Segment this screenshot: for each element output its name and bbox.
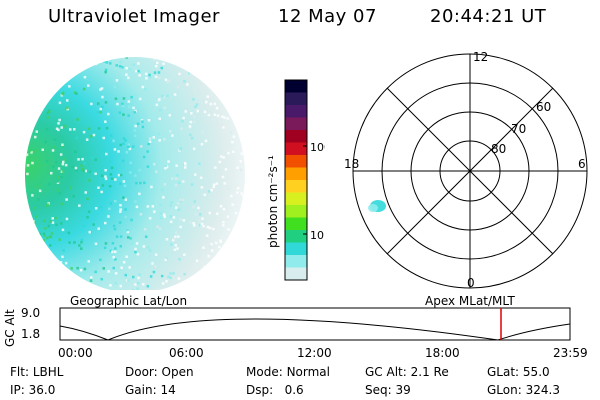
info-glat: GLat: 55.0 — [487, 365, 550, 379]
timeline-xtick-2: 12:00 — [297, 346, 332, 360]
colorbar-swatch — [285, 267, 307, 281]
colorbar: 100 10 photon cm⁻²s⁻¹ — [266, 79, 325, 281]
timeline-left-title: Geographic Lat/Lon — [70, 294, 188, 308]
timeline-frame — [59, 307, 571, 341]
polar-label-left: 18 — [344, 157, 359, 171]
polar-lat-80: 80 — [491, 142, 506, 156]
info-glon: GLon: 324.3 — [487, 383, 560, 397]
info-ip: IP: 36.0 — [10, 383, 56, 397]
date-label: 12 May 07 — [278, 6, 377, 27]
colorbar-swatches — [285, 80, 307, 281]
colorbar-swatch — [285, 155, 307, 168]
colorbar-swatch — [285, 167, 307, 181]
colorbar-tick-10: 10 — [310, 229, 324, 242]
timeline-ylabel-box: GC Alt — [3, 309, 17, 347]
colorbar-swatch — [285, 255, 307, 268]
colorbar-swatch — [285, 205, 307, 218]
colorbar-tick-100: 100 — [310, 141, 325, 154]
polar-label-top: 12 — [473, 50, 488, 64]
colorbar-swatch — [285, 242, 307, 256]
timeline-altitude-curve — [59, 318, 571, 341]
info-dsp: Dsp: 0.6 — [246, 383, 304, 397]
uv-image — [25, 57, 245, 290]
time-label: 20:44:21 UT — [430, 6, 547, 27]
polar-diagonal-2 — [386, 87, 554, 255]
info-seq: Seq: 39 — [365, 383, 411, 397]
info-mode: Mode: Normal — [246, 365, 330, 379]
timeline-xtick-3: 18:00 — [425, 346, 460, 360]
timeline-xtick-1: 06:00 — [169, 346, 204, 360]
info-gc-alt: GC Alt: 2.1 Re — [365, 365, 449, 379]
polar-plot: 12 0 18 6 60 70 80 — [344, 50, 588, 290]
timeline-right-title: Apex MLat/MLT — [425, 294, 515, 308]
colorbar-swatch — [285, 217, 307, 231]
colorbar-swatch — [285, 80, 307, 93]
colorbar-swatch — [285, 142, 307, 156]
timeline-ytick-max: 9.0 — [21, 306, 41, 320]
colorbar-swatch — [285, 117, 307, 131]
polar-aurora-patch — [368, 200, 386, 212]
polar-label-bottom: 0 — [467, 276, 475, 290]
uv-emission-disk — [25, 57, 245, 290]
timeline-xtick-4: 23:59 — [553, 346, 588, 360]
info-gain: Gain: 14 — [125, 383, 176, 397]
noise-speckle — [25, 57, 245, 290]
timeline-ylabel: GC Alt — [3, 309, 17, 347]
colorbar-swatch — [285, 180, 307, 193]
colorbar-swatch — [285, 230, 307, 243]
colorbar-swatch — [285, 130, 307, 143]
polar-lat-70: 70 — [511, 122, 526, 136]
timeline-ytick-min: 1.8 — [21, 327, 41, 341]
colorbar-swatch — [285, 105, 307, 118]
colorbar-unit-label: photon cm⁻²s⁻¹ — [266, 155, 280, 248]
colorbar-swatch — [285, 192, 307, 206]
info-door: Door: Open — [125, 365, 194, 379]
timeline-plot — [59, 307, 571, 341]
timeline-xtick-0: 00:00 — [58, 346, 93, 360]
instrument-title: Ultraviolet Imager — [48, 6, 220, 27]
colorbar-swatch — [285, 92, 307, 106]
info-filter: Flt: LBHL — [10, 365, 64, 379]
polar-lat-60: 60 — [536, 100, 551, 114]
polar-label-right: 6 — [578, 157, 586, 171]
